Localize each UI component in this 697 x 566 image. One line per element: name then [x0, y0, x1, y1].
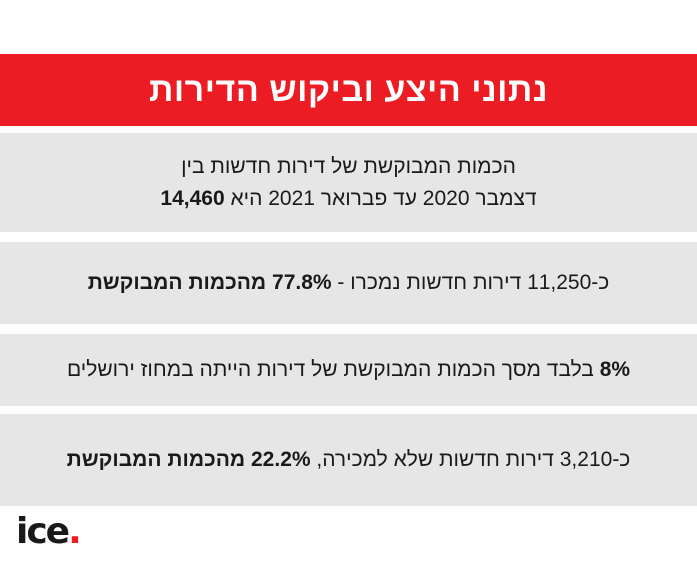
stat-demand-line-1: הכמות המבוקשת של דירות חדשות בין	[181, 154, 516, 178]
stat-panel-demand: הכמות המבוקשת של דירות חדשות בין דצמבר 2…	[0, 133, 697, 232]
page-title: נתוני היצע וביקוש הדירות	[149, 70, 548, 109]
stat-demand-line-2: דצמבר 2020 עד פברואר 2021 היא 14,460	[160, 183, 536, 215]
stat-demand-text: דצמבר 2020 עד פברואר 2021 היא	[224, 186, 537, 210]
ice-logo-dot: .	[68, 511, 82, 552]
stat-panel-not-for-sale: כ-3,210 דירות חדשות שלא למכירה, 22.2% מה…	[0, 414, 697, 506]
stat-not-for-sale-text: כ-3,210 דירות חדשות שלא למכירה,	[310, 448, 631, 471]
title-banner: נתוני היצע וביקוש הדירות	[0, 54, 697, 126]
stat-not-for-sale-line: כ-3,210 דירות חדשות שלא למכירה, 22.2% מה…	[67, 444, 631, 476]
ice-logo: ice.	[16, 511, 82, 552]
stat-jerusalem-value: 8%	[599, 358, 631, 381]
stat-sold-value: 77.8% מהכמות המבוקשת	[87, 271, 332, 294]
ice-logo-text: ice	[16, 511, 70, 552]
stat-not-for-sale-value: 22.2% מהכמות המבוקשת	[66, 448, 311, 471]
stat-panel-sold: כ-11,250 דירות חדשות נמכרו - 77.8% מהכמו…	[0, 242, 697, 324]
stat-sold-line: כ-11,250 דירות חדשות נמכרו - 77.8% מהכמו…	[88, 267, 610, 299]
stat-demand-value: 14,460	[160, 186, 225, 210]
stat-sold-text: כ-11,250 דירות חדשות נמכרו -	[331, 271, 610, 294]
stat-panel-jerusalem: 8% בלבד מסך הכמות המבוקשת של דירות הייתה…	[0, 334, 697, 406]
stat-jerusalem-line: 8% בלבד מסך הכמות המבוקשת של דירות הייתה…	[67, 354, 630, 386]
stat-jerusalem-text: בלבד מסך הכמות המבוקשת של דירות הייתה במ…	[66, 358, 600, 381]
